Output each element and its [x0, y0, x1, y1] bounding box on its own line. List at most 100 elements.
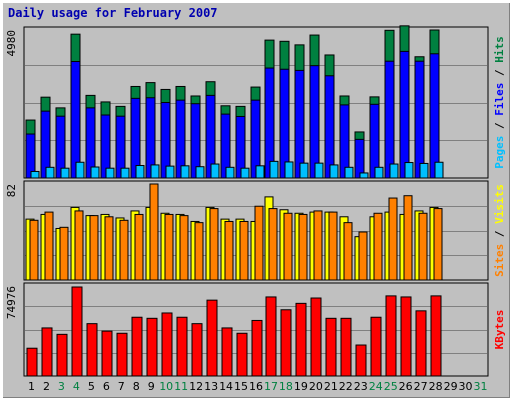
kbytes-bar-day-16: [251, 319, 263, 377]
files-bar-day-25: [384, 60, 395, 179]
day-label-26: 26: [399, 380, 413, 393]
day-label-1: 1: [28, 380, 35, 393]
pages-bar-day-16: [255, 165, 265, 179]
sites-bar-day-23: [358, 231, 368, 281]
kbytes-bar-day-18: [280, 309, 292, 377]
kbytes-bar-day-12: [191, 323, 203, 377]
pages-bar-day-9: [150, 164, 160, 179]
pages-bar-day-7: [120, 167, 130, 179]
kbytes-bar-day-28: [430, 295, 442, 377]
kbytes-bar-day-19: [295, 302, 307, 377]
pages-bar-day-2: [45, 166, 55, 179]
kbytes-bar-day-15: [236, 332, 248, 377]
day-label-28: 28: [429, 380, 443, 393]
day-label-17: 17: [264, 380, 278, 393]
sites-bar-day-8: [134, 213, 144, 281]
visits-axis-label-separator: /: [493, 224, 506, 244]
kbytes-bar-day-14: [221, 327, 233, 377]
sites-bar-day-13: [209, 208, 219, 281]
kbytes-bar-day-4: [71, 286, 83, 377]
kbytes-bar-day-17: [265, 296, 277, 377]
files-bar-day-27: [414, 60, 425, 179]
sites-bar-day-27: [418, 212, 428, 281]
hits-ymax-label: 4980: [5, 30, 18, 57]
sites-bar-day-26: [403, 195, 413, 281]
sites-bar-day-1: [29, 219, 39, 281]
kbytes-bar-day-10: [161, 312, 173, 377]
day-label-27: 27: [414, 380, 428, 393]
sites-bar-day-25: [388, 197, 398, 281]
kbytes-bar-day-22: [340, 317, 352, 377]
sites-bar-day-12: [194, 222, 204, 281]
day-label-6: 6: [103, 380, 110, 393]
kbytes-bar-day-9: [146, 317, 158, 377]
kbytes-bar-day-5: [86, 323, 98, 377]
sites-bar-day-16: [254, 205, 264, 281]
day-label-10: 10: [159, 380, 173, 393]
day-label-12: 12: [189, 380, 203, 393]
sites-bar-day-21: [328, 211, 338, 281]
day-label-31: 31: [474, 380, 488, 393]
sites-bar-day-19: [298, 213, 308, 281]
day-label-8: 8: [133, 380, 140, 393]
kbytes-bar-day-6: [101, 330, 113, 377]
day-label-3: 3: [58, 380, 65, 393]
sites-bar-day-14: [224, 220, 234, 281]
hits-axis-label: Pages / Files / Hits: [493, 36, 506, 169]
pages-bar-day-22: [344, 166, 354, 179]
files-bar-day-21: [324, 75, 335, 179]
pages-bar-day-1: [30, 170, 40, 179]
pages-bar-day-23: [359, 172, 369, 179]
kbytes-bar-day-20: [310, 297, 322, 377]
day-label-29: 29: [444, 380, 458, 393]
day-label-4: 4: [73, 380, 80, 393]
day-label-24: 24: [369, 380, 383, 393]
day-label-19: 19: [294, 380, 308, 393]
files-bar-day-23: [354, 138, 365, 179]
sites-bar-day-4: [74, 210, 84, 281]
sites-bar-day-24: [373, 212, 383, 281]
sites-bar-day-2: [44, 211, 54, 281]
visits-ymax-label: 82: [5, 184, 18, 197]
day-label-7: 7: [118, 380, 125, 393]
pages-bar-day-13: [210, 163, 220, 179]
pages-bar-day-6: [105, 167, 115, 179]
sites-bar-day-18: [283, 212, 293, 281]
chart-frame: Daily usage for February 2007 4980 Pages …: [2, 2, 510, 398]
pages-bar-day-4: [75, 161, 85, 179]
day-label-21: 21: [324, 380, 338, 393]
day-label-11: 11: [174, 380, 188, 393]
pages-bar-day-19: [299, 162, 309, 179]
hits-axis-label-separator: /: [493, 116, 506, 136]
kbytes-bar-day-8: [131, 316, 143, 377]
files-bar-day-28: [429, 53, 440, 179]
sites-bar-day-22: [343, 222, 353, 281]
chart-title: Daily usage for February 2007: [8, 6, 218, 20]
kbytes-bar-day-21: [325, 317, 337, 377]
sites-bar-day-7: [119, 219, 129, 281]
files-bar-day-19: [294, 69, 305, 179]
kbytes-axis-label: KBytes: [493, 310, 506, 350]
files-bar-day-4: [70, 61, 81, 179]
sites-bar-day-20: [313, 210, 323, 281]
day-label-13: 13: [204, 380, 218, 393]
pages-bar-day-21: [329, 164, 339, 179]
pages-bar-day-18: [284, 161, 294, 179]
hits-axis-label-hits: Hits: [493, 36, 506, 63]
hits-axis-label-separator: /: [493, 63, 506, 83]
pages-bar-day-11: [180, 165, 190, 179]
pages-bar-day-12: [195, 166, 205, 179]
files-bar-day-26: [399, 50, 410, 179]
kbytes-ymax-label: 74976: [5, 286, 18, 319]
day-label-2: 2: [43, 380, 50, 393]
day-label-20: 20: [309, 380, 323, 393]
day-label-9: 9: [148, 380, 155, 393]
pages-bar-day-14: [225, 166, 235, 179]
kbytes-bar-day-26: [400, 296, 412, 377]
kbytes-bar-day-23: [355, 344, 367, 377]
pages-bar-day-28: [434, 161, 444, 179]
kbytes-bar-day-24: [370, 316, 382, 377]
pages-bar-day-24: [374, 166, 384, 179]
pages-bar-day-10: [165, 165, 175, 179]
